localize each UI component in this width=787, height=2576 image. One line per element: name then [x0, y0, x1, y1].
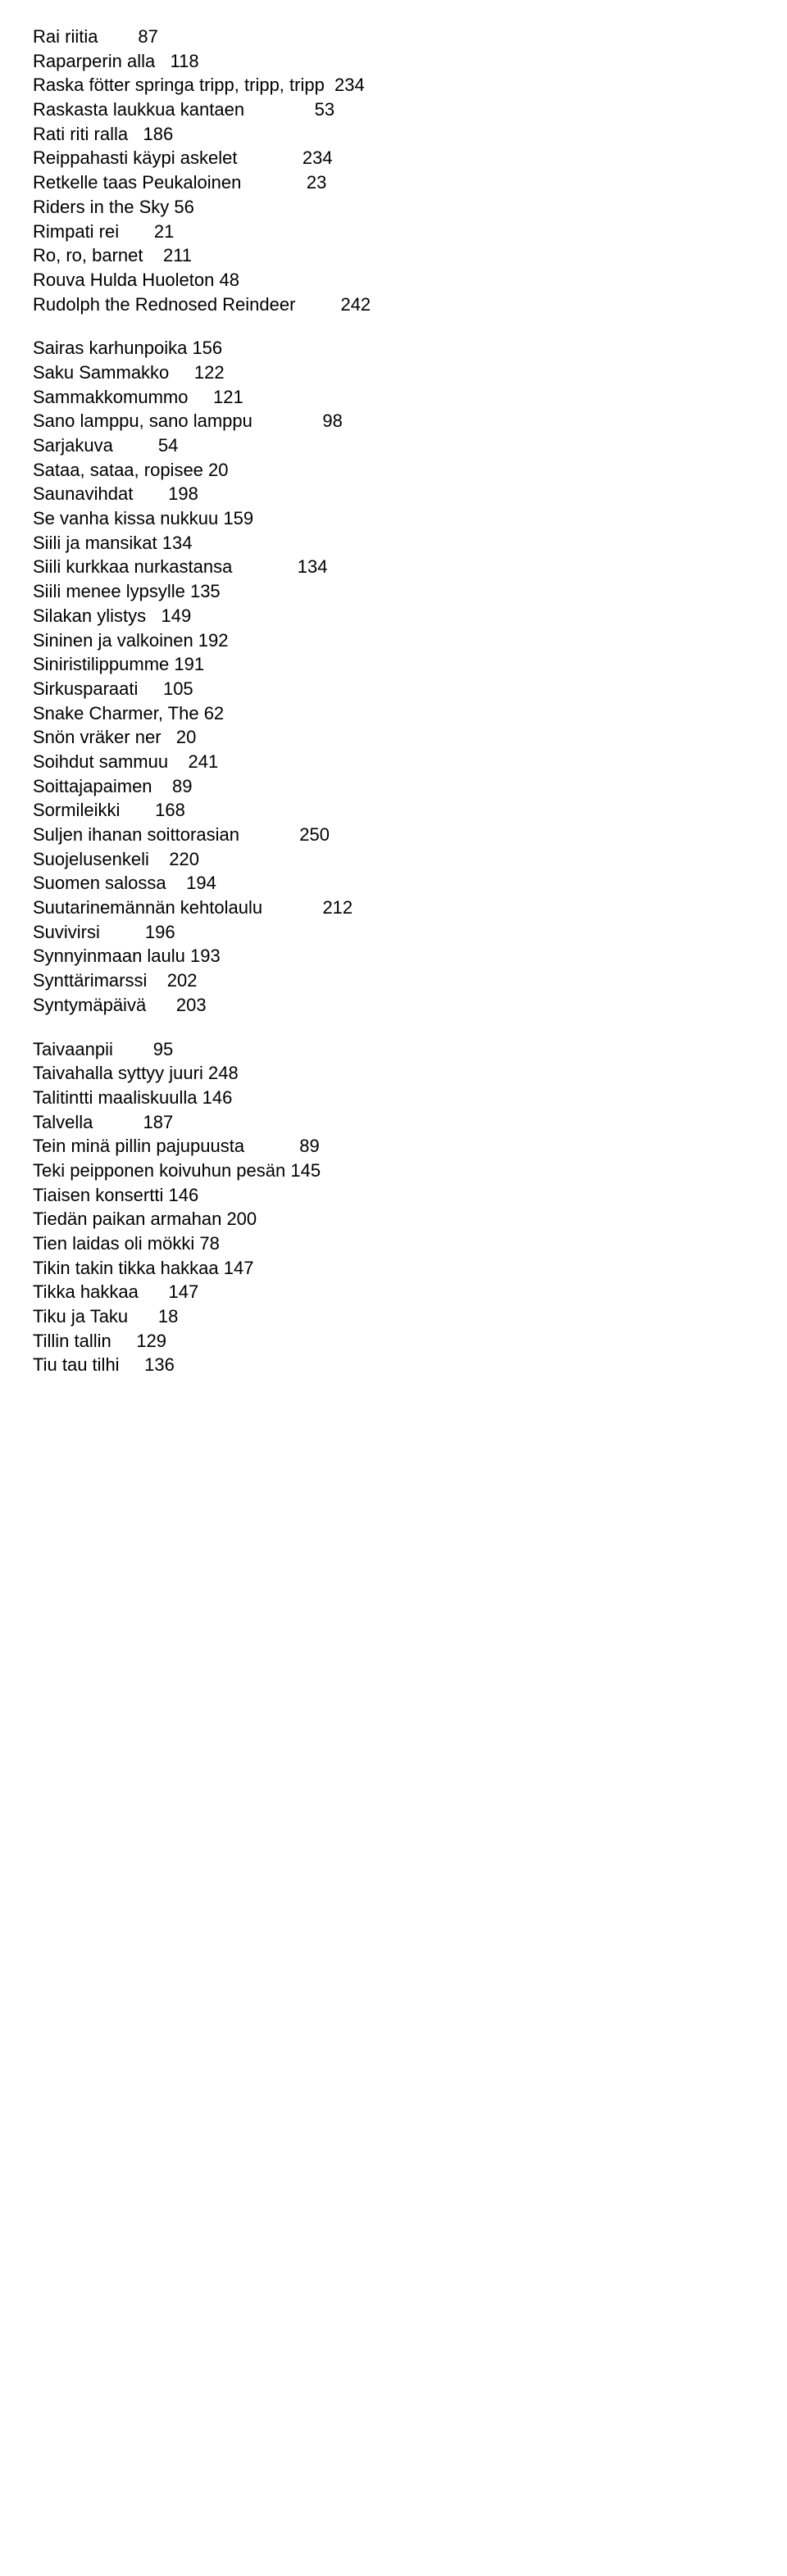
index-entry: Sormileikki 168 [33, 798, 754, 823]
index-entry: Saunavihdat 198 [33, 482, 754, 506]
song-index-list: Rai riitia 87Raparperin alla 118Raska fö… [33, 25, 754, 1377]
index-entry: Reippahasti käypi askelet 234 [33, 146, 754, 170]
index-entry: Raparperin alla 118 [33, 49, 754, 74]
index-entry: Snake Charmer, The 62 [33, 701, 754, 726]
index-entry: Sirkusparaati 105 [33, 677, 754, 701]
index-entry: Suojelusenkeli 220 [33, 847, 754, 872]
index-entry: Tein minä pillin pajupuusta 89 [33, 1134, 754, 1159]
index-entry: Tikka hakkaa 147 [33, 1280, 754, 1304]
index-entry: Synnyinmaan laulu 193 [33, 944, 754, 968]
index-entry: Syntymäpäivä 203 [33, 993, 754, 1018]
index-entry: Se vanha kissa nukkuu 159 [33, 506, 754, 531]
index-entry: Snön vräker ner 20 [33, 725, 754, 750]
index-entry: Siniristilippumme 191 [33, 652, 754, 677]
group-separator [33, 316, 754, 336]
index-entry: Suomen salossa 194 [33, 871, 754, 896]
index-entry: Teki peipponen koivuhun pesän 145 [33, 1159, 754, 1183]
index-entry: Suvivirsi 196 [33, 920, 754, 945]
index-entry: Rouva Hulda Huoleton 48 [33, 268, 754, 293]
index-entry: Silakan ylistys 149 [33, 604, 754, 628]
index-entry: Suljen ihanan soittorasian 250 [33, 823, 754, 847]
index-entry: Ro, ro, barnet 211 [33, 243, 754, 268]
index-entry: Tien laidas oli mökki 78 [33, 1231, 754, 1256]
group-separator [33, 1018, 754, 1037]
index-entry: Saku Sammakko 122 [33, 361, 754, 385]
index-entry: Suutarinemännän kehtolaulu 212 [33, 896, 754, 920]
index-entry: Rudolph the Rednosed Reindeer 242 [33, 293, 754, 317]
index-entry: Riders in the Sky 56 [33, 195, 754, 220]
index-entry: Rati riti ralla 186 [33, 122, 754, 147]
index-entry: Rimpati rei 21 [33, 220, 754, 244]
index-entry: Soittajapaimen 89 [33, 774, 754, 799]
index-entry: Sano lamppu, sano lamppu 98 [33, 409, 754, 433]
index-entry: Raska fötter springa tripp, tripp, tripp… [33, 73, 754, 98]
index-entry: Talitintti maaliskuulla 146 [33, 1086, 754, 1110]
index-entry: Sammakkomummo 121 [33, 385, 754, 410]
index-entry: Sataa, sataa, ropisee 20 [33, 458, 754, 483]
index-entry: Talvella 187 [33, 1110, 754, 1135]
index-entry: Tikin takin tikka hakkaa 147 [33, 1256, 754, 1281]
index-entry: Synttärimarssi 202 [33, 968, 754, 993]
index-entry: Tiku ja Taku 18 [33, 1304, 754, 1329]
index-entry: Taivaanpii 95 [33, 1037, 754, 1062]
index-entry: Siili ja mansikat 134 [33, 531, 754, 556]
index-entry: Sairas karhunpoika 156 [33, 336, 754, 361]
index-entry: Sininen ja valkoinen 192 [33, 628, 754, 653]
index-entry: Tiedän paikan armahan 200 [33, 1207, 754, 1231]
index-entry: Tiaisen konsertti 146 [33, 1183, 754, 1208]
index-entry: Retkelle taas Peukaloinen 23 [33, 170, 754, 195]
index-entry: Tiu tau tilhi 136 [33, 1353, 754, 1377]
index-entry: Raskasta laukkua kantaen 53 [33, 98, 754, 122]
index-entry: Siili kurkkaa nurkastansa 134 [33, 555, 754, 579]
index-entry: Tillin tallin 129 [33, 1329, 754, 1354]
index-entry: Taivahalla syttyy juuri 248 [33, 1061, 754, 1086]
index-entry: Rai riitia 87 [33, 25, 754, 49]
index-entry: Siili menee lypsylle 135 [33, 579, 754, 604]
index-entry: Sarjakuva 54 [33, 433, 754, 458]
index-entry: Soihdut sammuu 241 [33, 750, 754, 774]
